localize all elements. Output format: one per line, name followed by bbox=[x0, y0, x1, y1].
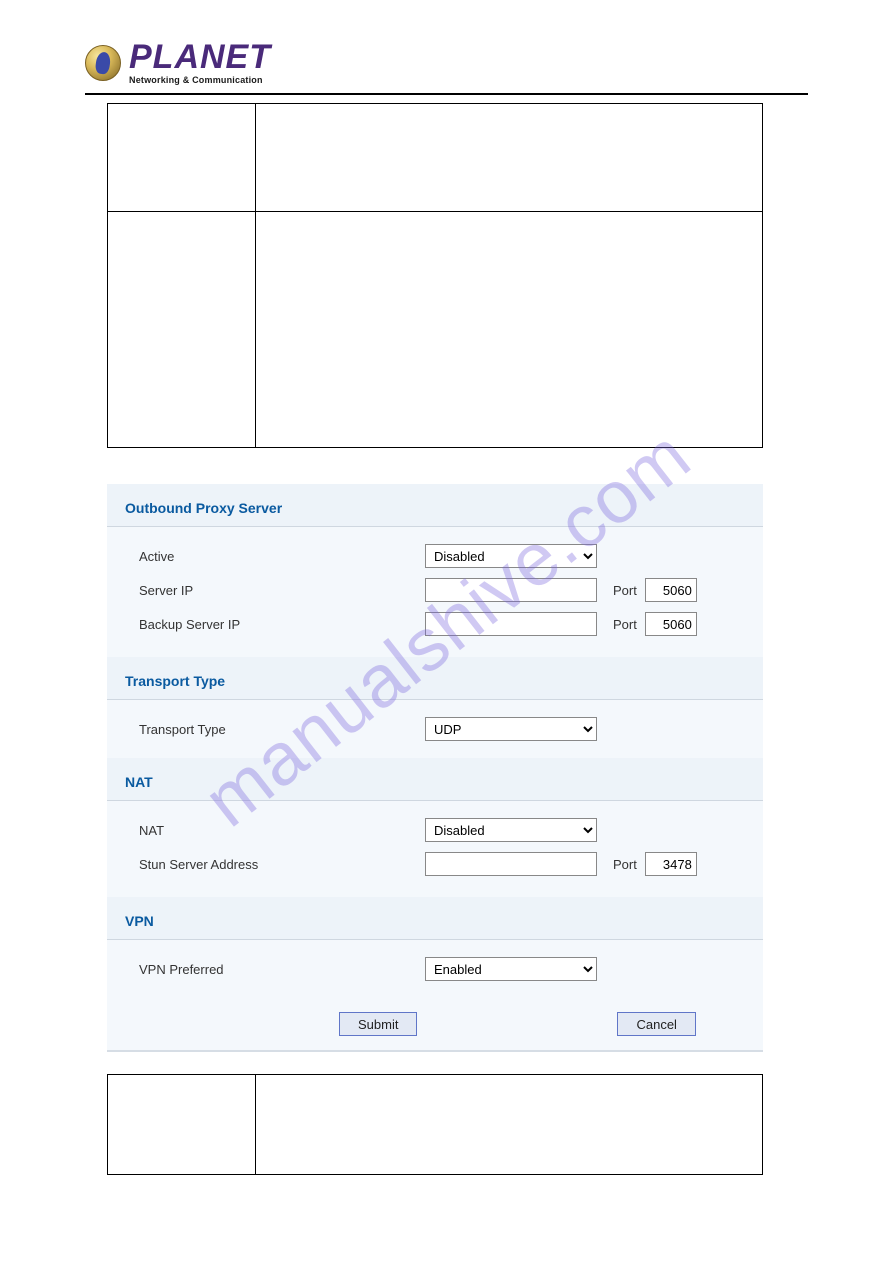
planet-globe-icon bbox=[85, 45, 121, 81]
backup-ip-input[interactable] bbox=[425, 612, 597, 636]
table-cell bbox=[256, 1075, 763, 1175]
backup-ip-port-input[interactable] bbox=[645, 612, 697, 636]
table-cell bbox=[108, 104, 256, 212]
brand-text-block: PLANET Networking & Communication bbox=[129, 40, 271, 85]
server-ip-label: Server IP bbox=[125, 583, 425, 598]
table-row bbox=[108, 104, 763, 212]
nat-select[interactable]: Disabled bbox=[425, 818, 597, 842]
brand-name: PLANET bbox=[129, 40, 271, 74]
transport-select[interactable]: UDP bbox=[425, 717, 597, 741]
vpn-row: VPN Preferred Enabled bbox=[125, 954, 745, 984]
backup-ip-port-label: Port bbox=[613, 617, 637, 632]
active-field-group: Disabled bbox=[425, 544, 597, 568]
stun-port-input[interactable] bbox=[645, 852, 697, 876]
stun-port-label: Port bbox=[613, 857, 637, 872]
transport-title: Transport Type bbox=[107, 657, 763, 699]
nat-field-group: Disabled bbox=[425, 818, 597, 842]
nat-form: NAT Disabled Stun Server Address Port bbox=[107, 801, 763, 897]
vpn-title: VPN bbox=[107, 897, 763, 939]
submit-button[interactable]: Submit bbox=[339, 1012, 417, 1036]
table-cell bbox=[108, 1075, 256, 1175]
active-row: Active Disabled bbox=[125, 541, 745, 571]
backup-ip-row: Backup Server IP Port bbox=[125, 609, 745, 639]
stun-label: Stun Server Address bbox=[125, 857, 425, 872]
transport-label: Transport Type bbox=[125, 722, 425, 737]
transport-form: Transport Type UDP bbox=[107, 700, 763, 758]
server-ip-port-input[interactable] bbox=[645, 578, 697, 602]
backup-ip-label: Backup Server IP bbox=[125, 617, 425, 632]
brand-header: PLANET Networking & Communication bbox=[85, 40, 808, 85]
vpn-form: VPN Preferred Enabled bbox=[107, 940, 763, 998]
table-row bbox=[108, 1075, 763, 1175]
table-row bbox=[108, 212, 763, 448]
table-cell bbox=[256, 104, 763, 212]
nat-title: NAT bbox=[107, 758, 763, 800]
button-spacer bbox=[125, 1012, 139, 1036]
vpn-select[interactable]: Enabled bbox=[425, 957, 597, 981]
nat-label: NAT bbox=[125, 823, 425, 838]
outbound-proxy-title: Outbound Proxy Server bbox=[107, 484, 763, 526]
active-select[interactable]: Disabled bbox=[425, 544, 597, 568]
transport-field-group: UDP bbox=[425, 717, 597, 741]
cancel-button[interactable]: Cancel bbox=[617, 1012, 695, 1036]
server-ip-port-label: Port bbox=[613, 583, 637, 598]
stun-row: Stun Server Address Port bbox=[125, 849, 745, 879]
brand-tagline: Networking & Communication bbox=[129, 76, 271, 85]
server-ip-row: Server IP Port bbox=[125, 575, 745, 605]
description-table-1 bbox=[107, 103, 763, 448]
description-table-2 bbox=[107, 1074, 763, 1175]
config-panel: Outbound Proxy Server Active Disabled Se… bbox=[107, 484, 763, 1052]
stun-field-group: Port bbox=[425, 852, 697, 876]
vpn-label: VPN Preferred bbox=[125, 962, 425, 977]
outbound-proxy-form: Active Disabled Server IP Port Backup Se… bbox=[107, 527, 763, 657]
page-content: PLANET Networking & Communication Outbou… bbox=[0, 0, 893, 1175]
header-divider bbox=[85, 93, 808, 95]
stun-input[interactable] bbox=[425, 852, 597, 876]
active-label: Active bbox=[125, 549, 425, 564]
table-cell bbox=[256, 212, 763, 448]
transport-row: Transport Type UDP bbox=[125, 714, 745, 744]
vpn-field-group: Enabled bbox=[425, 957, 597, 981]
backup-ip-field-group: Port bbox=[425, 612, 697, 636]
table-cell bbox=[108, 212, 256, 448]
form-button-bar: Submit Cancel bbox=[107, 998, 763, 1050]
nat-row: NAT Disabled bbox=[125, 815, 745, 845]
server-ip-field-group: Port bbox=[425, 578, 697, 602]
server-ip-input[interactable] bbox=[425, 578, 597, 602]
